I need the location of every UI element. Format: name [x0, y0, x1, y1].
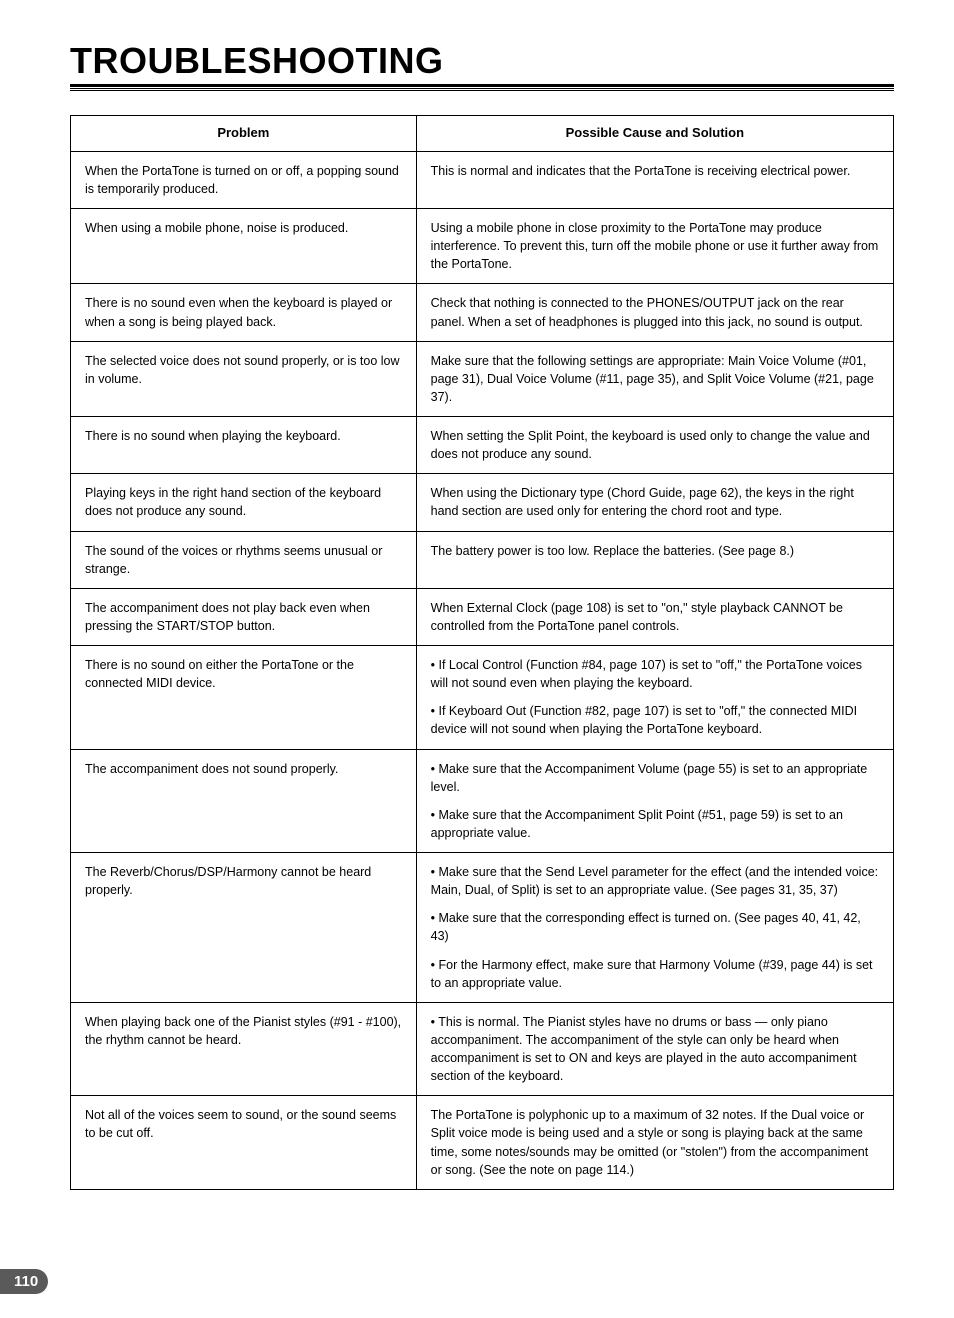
solution-text: • For the Harmony effect, make sure that… — [431, 956, 879, 992]
table-row: There is no sound even when the keyboard… — [71, 284, 894, 341]
solution-cell: • Make sure that the Accompaniment Volum… — [416, 749, 893, 853]
header-problem: Problem — [71, 116, 417, 152]
problem-cell: When using a mobile phone, noise is prod… — [71, 209, 417, 284]
solution-text: • Make sure that the Accompaniment Split… — [431, 806, 879, 842]
header-solution: Possible Cause and Solution — [416, 116, 893, 152]
solution-text: Check that nothing is connected to the P… — [431, 294, 879, 330]
solution-text: Make sure that the following settings ar… — [431, 352, 879, 406]
table-row: When the PortaTone is turned on or off, … — [71, 151, 894, 208]
solution-cell: • If Local Control (Function #84, page 1… — [416, 646, 893, 750]
solution-cell: Check that nothing is connected to the P… — [416, 284, 893, 341]
solution-text: The battery power is too low. Replace th… — [431, 542, 879, 560]
solution-cell: • Make sure that the Send Level paramete… — [416, 853, 893, 1003]
problem-cell: The accompaniment does not sound properl… — [71, 749, 417, 853]
solution-text: Using a mobile phone in close proximity … — [431, 219, 879, 273]
table-row: The selected voice does not sound proper… — [71, 341, 894, 416]
problem-cell: Not all of the voices seem to sound, or … — [71, 1096, 417, 1190]
problem-cell: Playing keys in the right hand section o… — [71, 474, 417, 531]
troubleshooting-table: Problem Possible Cause and Solution When… — [70, 115, 894, 1190]
solution-cell: When External Clock (page 108) is set to… — [416, 588, 893, 645]
solution-cell: Using a mobile phone in close proximity … — [416, 209, 893, 284]
problem-cell: When the PortaTone is turned on or off, … — [71, 151, 417, 208]
solution-cell: The PortaTone is polyphonic up to a maxi… — [416, 1096, 893, 1190]
problem-cell: There is no sound on either the PortaTon… — [71, 646, 417, 750]
solution-text: • If Local Control (Function #84, page 1… — [431, 656, 879, 692]
table-row: When playing back one of the Pianist sty… — [71, 1002, 894, 1096]
solution-cell: When setting the Split Point, the keyboa… — [416, 417, 893, 474]
table-row: When using a mobile phone, noise is prod… — [71, 209, 894, 284]
page-number-badge: 110 — [0, 1269, 48, 1294]
solution-text: This is normal and indicates that the Po… — [431, 162, 879, 180]
solution-cell: • This is normal. The Pianist styles hav… — [416, 1002, 893, 1096]
problem-cell: When playing back one of the Pianist sty… — [71, 1002, 417, 1096]
problem-cell: The selected voice does not sound proper… — [71, 341, 417, 416]
table-row: There is no sound on either the PortaTon… — [71, 646, 894, 750]
problem-cell: There is no sound when playing the keybo… — [71, 417, 417, 474]
solution-text: When External Clock (page 108) is set to… — [431, 599, 879, 635]
problem-cell: The accompaniment does not play back eve… — [71, 588, 417, 645]
solution-text: • Make sure that the Accompaniment Volum… — [431, 760, 879, 796]
title-underline: TROUBLESHOOTING — [70, 40, 894, 87]
table-row: Playing keys in the right hand section o… — [71, 474, 894, 531]
table-row: The accompaniment does not play back eve… — [71, 588, 894, 645]
table-row: The sound of the voices or rhythms seems… — [71, 531, 894, 588]
solution-text: • This is normal. The Pianist styles hav… — [431, 1013, 879, 1086]
table-row: Not all of the voices seem to sound, or … — [71, 1096, 894, 1190]
solution-cell: When using the Dictionary type (Chord Gu… — [416, 474, 893, 531]
solution-cell: This is normal and indicates that the Po… — [416, 151, 893, 208]
table-row: The Reverb/Chorus/DSP/Harmony cannot be … — [71, 853, 894, 1003]
problem-cell: There is no sound even when the keyboard… — [71, 284, 417, 341]
solution-text: The PortaTone is polyphonic up to a maxi… — [431, 1106, 879, 1179]
solution-text: When setting the Split Point, the keyboa… — [431, 427, 879, 463]
solution-cell: The battery power is too low. Replace th… — [416, 531, 893, 588]
solution-text: • Make sure that the Send Level paramete… — [431, 863, 879, 899]
title-block: TROUBLESHOOTING — [70, 40, 894, 87]
solution-cell: Make sure that the following settings ar… — [416, 341, 893, 416]
solution-text: • If Keyboard Out (Function #82, page 10… — [431, 702, 879, 738]
page-title: TROUBLESHOOTING — [70, 40, 894, 82]
table-row: There is no sound when playing the keybo… — [71, 417, 894, 474]
problem-cell: The sound of the voices or rhythms seems… — [71, 531, 417, 588]
solution-text: • Make sure that the corresponding effec… — [431, 909, 879, 945]
solution-text: When using the Dictionary type (Chord Gu… — [431, 484, 879, 520]
table-row: The accompaniment does not sound properl… — [71, 749, 894, 853]
table-header-row: Problem Possible Cause and Solution — [71, 116, 894, 152]
problem-cell: The Reverb/Chorus/DSP/Harmony cannot be … — [71, 853, 417, 1003]
